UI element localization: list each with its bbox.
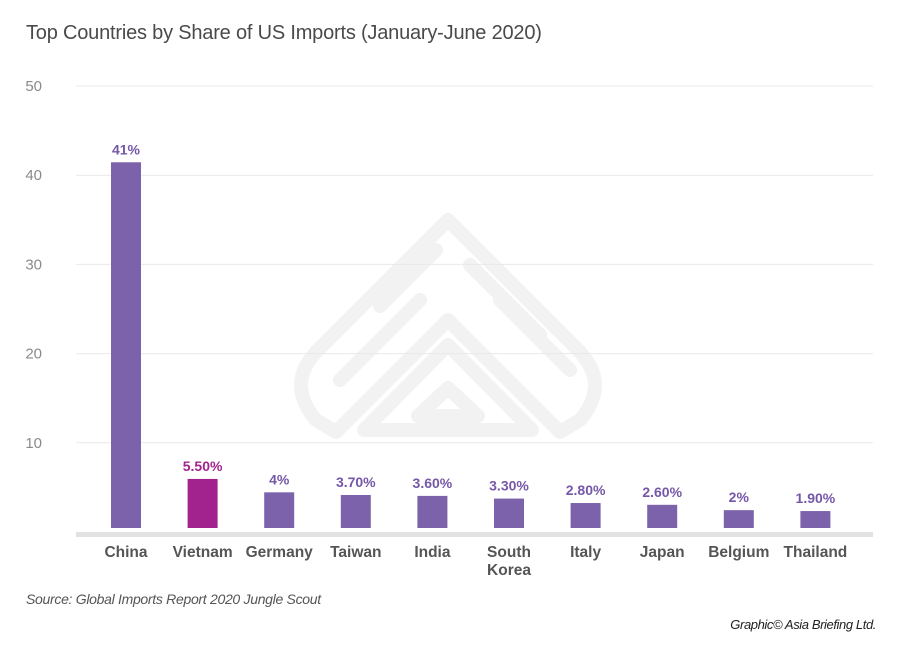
watermark-outer-shape bbox=[294, 213, 602, 439]
bar-south-korea bbox=[494, 498, 524, 528]
data-label: 3.70% bbox=[336, 474, 376, 490]
category-labels: China Vietnam Germany Taiwan India SouthKorea… bbox=[104, 544, 847, 579]
x-tick-label: Thailand bbox=[784, 544, 848, 561]
x-tick-label: Belgium bbox=[708, 544, 769, 561]
y-tick-label: 50 bbox=[25, 78, 42, 95]
bar-taiwan bbox=[340, 494, 371, 528]
watermark-stroke-left bbox=[333, 243, 443, 387]
source-note: Source: Global Imports Report 2020 Jungl… bbox=[26, 591, 321, 607]
bar-germany bbox=[264, 492, 295, 528]
data-label: 2.60% bbox=[642, 484, 682, 500]
data-label: 2.80% bbox=[566, 482, 606, 498]
x-tick-label: Taiwan bbox=[330, 544, 381, 561]
data-label: 3.30% bbox=[489, 478, 529, 494]
x-axis-line bbox=[76, 532, 873, 537]
chart-title: Top Countries by Share of US Imports (Ja… bbox=[26, 22, 542, 44]
data-label: 1.90% bbox=[796, 490, 836, 506]
x-tick-label: Japan bbox=[640, 544, 685, 561]
bar-japan bbox=[647, 504, 678, 528]
x-tick-label: South bbox=[487, 544, 531, 561]
bars bbox=[111, 162, 831, 528]
bar-china bbox=[111, 162, 141, 528]
watermark-inner-triangle bbox=[357, 338, 539, 437]
x-tick-label: Germany bbox=[246, 544, 314, 561]
watermark-stroke-right bbox=[463, 258, 577, 377]
x-tick-label: Korea bbox=[487, 562, 531, 579]
y-tick-label: 20 bbox=[25, 346, 42, 363]
x-tick-label: Italy bbox=[570, 544, 601, 561]
x-tick-label: China bbox=[104, 544, 147, 561]
y-tick-label: 10 bbox=[25, 435, 42, 452]
data-label: 2% bbox=[729, 489, 750, 505]
y-tick-label: 30 bbox=[25, 256, 42, 273]
bar-italy bbox=[570, 503, 601, 528]
y-tick-label: 40 bbox=[25, 167, 42, 184]
watermark-small-triangle bbox=[411, 381, 485, 423]
data-labels: 41% 5.50% 4% 3.70% 3.60% 3.30% 2.80% 2.60% 2% 1.9… bbox=[112, 141, 836, 506]
gridlines bbox=[76, 85, 873, 444]
watermark-logo bbox=[294, 213, 602, 439]
data-label: 5.50% bbox=[183, 458, 223, 474]
bar-vietnam bbox=[187, 478, 218, 528]
bar-thailand bbox=[800, 511, 831, 528]
y-axis-ticks: 10 20 30 40 50 bbox=[25, 78, 42, 452]
graphic-credit: Graphic© Asia Briefing Ltd. bbox=[730, 617, 876, 632]
data-label: 4% bbox=[269, 471, 290, 487]
bar-belgium bbox=[723, 510, 754, 528]
data-label: 3.60% bbox=[413, 475, 453, 491]
x-tick-label: India bbox=[414, 544, 451, 561]
x-tick-label: Vietnam bbox=[173, 544, 233, 561]
bar-india bbox=[417, 495, 448, 528]
data-label: 41% bbox=[112, 141, 141, 157]
